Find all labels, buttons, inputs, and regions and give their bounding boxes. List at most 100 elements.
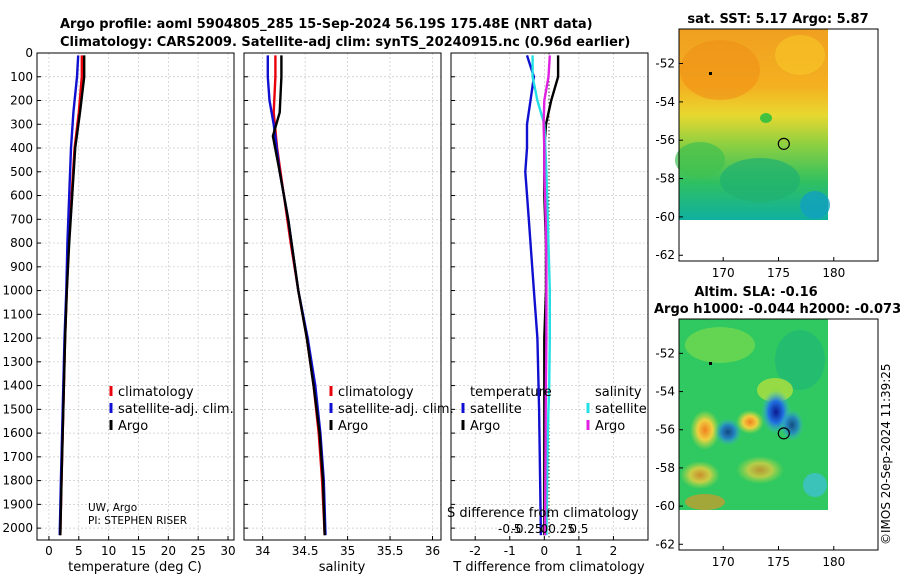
argo-float-marker xyxy=(777,427,790,440)
map-y-tick-label: -52 xyxy=(655,57,675,71)
sla-positive-anomaly xyxy=(680,461,720,489)
map-y-tick-label: -60 xyxy=(655,210,675,224)
series-line-argo xyxy=(59,55,86,536)
sst-map-panel: sat. SST: 5.17 Argo: 5.87 170 175 180 -52 -5… xyxy=(655,12,879,280)
y-tick-label: 600 xyxy=(10,189,33,203)
temperature-ticks: 0100200300400500600700800900100011001200… xyxy=(2,46,235,558)
sst-map-title: sat. SST: 5.17 Argo: 5.87 xyxy=(687,12,868,27)
x-tick-label: -1 xyxy=(504,544,516,558)
x2-tick-label: 0 xyxy=(540,522,548,536)
y-tick-label: 0 xyxy=(25,46,33,60)
map-y-tick-label: -56 xyxy=(655,423,675,437)
x-tick-label: 10 xyxy=(101,544,116,558)
map-y-tick-label: -58 xyxy=(655,461,675,475)
difference-panel: -2 -1 0 1 2 T difference from climatology S … xyxy=(447,52,649,575)
y-tick-label: 300 xyxy=(10,117,33,131)
sst-cool-patch xyxy=(760,113,772,123)
legend-climatology: climatology xyxy=(118,385,194,400)
legend-header-temperature: temperature xyxy=(470,385,552,400)
sst-cool-patch xyxy=(720,158,800,202)
y-tick-label: 1700 xyxy=(2,450,33,464)
x-tick-label: 34 xyxy=(255,544,270,558)
y-tick-label: 400 xyxy=(10,141,33,155)
map-y-tick-label: -52 xyxy=(655,346,675,360)
argo-float-marker xyxy=(777,137,790,150)
x-tick-label: 35 xyxy=(340,544,355,558)
sla-map-panel: Altim. SLA: -0.16 Argo h1000: -0.044 h20… xyxy=(654,285,900,569)
x-tick-label: 0 xyxy=(45,544,53,558)
temperature-legend: climatology satellite-adj. clim. Argo xyxy=(109,385,234,434)
legend-s-satellite: satellite xyxy=(595,402,647,417)
x-tick-label: 0 xyxy=(540,544,548,558)
x2-tick-label: -0.5 xyxy=(498,522,521,536)
sla-negative-anomaly xyxy=(780,409,804,441)
y-tick-label: 1100 xyxy=(2,307,33,321)
difference-axes xyxy=(450,52,649,541)
legend-satellite: satellite-adj. clim. xyxy=(338,402,454,417)
map-x-tick-label: 180 xyxy=(822,266,845,280)
sla-positive-anomaly xyxy=(736,456,784,484)
credits-line-1: UW, Argo xyxy=(88,502,137,514)
y-tick-label: 200 xyxy=(10,94,33,108)
y-tick-label: 1800 xyxy=(2,474,33,488)
x-tick-label: 30 xyxy=(220,544,235,558)
y-tick-label: 1500 xyxy=(2,402,33,416)
sla-positive-anomaly xyxy=(690,410,720,450)
sla-map-ticks: 170 175 180 -52 -54 -56 -58 -60 -62 xyxy=(655,346,845,569)
salinity-ticks: 34 34.5 35 35.5 36 xyxy=(244,52,440,558)
x-tick-label: -2 xyxy=(469,544,481,558)
difference-legend: temperature salinity satellite Argo sate… xyxy=(461,385,647,434)
temperature-lines xyxy=(58,55,86,536)
x-tick-label: 5 xyxy=(75,544,83,558)
temperature-panel: 0100200300400500600700800900100011001200… xyxy=(2,46,235,575)
legend-t-satellite: satellite xyxy=(470,402,522,417)
x2-tick-label: -0.25 xyxy=(512,522,543,536)
series-line-argo xyxy=(271,55,326,536)
title-line-2: Climatology: CARS2009. Satellite-adj cli… xyxy=(60,35,630,50)
series-line-s-argo xyxy=(542,55,551,536)
sla-map-title-1: Altim. SLA: -0.16 xyxy=(694,285,817,300)
y-tick-label: 900 xyxy=(10,260,33,274)
s-difference-xlabel: S difference from climatology xyxy=(447,506,639,521)
legend-climatology: climatology xyxy=(338,385,414,400)
sla-patch xyxy=(685,327,755,363)
x-tick-label: 36 xyxy=(425,544,440,558)
y-tick-label: 1300 xyxy=(2,355,33,369)
legend-satellite: satellite-adj. clim. xyxy=(118,402,234,417)
x-tick-label: 1 xyxy=(575,544,583,558)
salinity-xlabel: salinity xyxy=(319,560,366,575)
sst-cold-patch xyxy=(800,191,830,219)
y-tick-label: 100 xyxy=(10,70,33,84)
map-y-tick-label: -54 xyxy=(655,95,675,109)
difference-lines xyxy=(524,55,560,536)
salinity-grid xyxy=(244,52,441,540)
y-tick-label: 700 xyxy=(10,212,33,226)
map-y-tick-label: -62 xyxy=(655,248,675,262)
y-tick-label: 1400 xyxy=(2,379,33,393)
timestamp: ©IMOS 20-Sep-2024 11:39:25 xyxy=(879,363,893,545)
sla-positive-anomaly xyxy=(685,494,725,510)
difference-ticks: -2 -1 0 1 2 xyxy=(451,52,618,558)
sla-no-data xyxy=(679,510,828,550)
sst-warm-patch xyxy=(680,40,760,100)
map-x-tick-label: 175 xyxy=(767,266,790,280)
sst-map-ticks: 170 175 180 -52 -54 -56 -58 -60 -62 xyxy=(655,57,845,280)
map-y-tick-label: -58 xyxy=(655,172,675,186)
legend-header-salinity: salinity xyxy=(595,385,642,400)
credits-line-2: PI: STEPHEN RISER xyxy=(88,515,187,527)
land-speck xyxy=(709,72,712,75)
sla-negative-anomaly xyxy=(714,418,742,446)
y-tick-label: 500 xyxy=(10,165,33,179)
land-speck xyxy=(709,362,712,365)
map-y-tick-label: -60 xyxy=(655,499,675,513)
map-y-tick-label: -56 xyxy=(655,133,675,147)
y-tick-label: 2000 xyxy=(2,521,33,535)
y-tick-label: 1900 xyxy=(2,497,33,511)
x-tick-label: 2 xyxy=(610,544,618,558)
x2-tick-label: 0.5 xyxy=(569,522,588,536)
map-y-tick-label: -54 xyxy=(655,385,675,399)
series-line-s-satellite xyxy=(531,55,551,536)
map-y-tick-label: -62 xyxy=(655,537,675,551)
salinity-panel: 34 34.5 35 35.5 36 salinity climatology sate… xyxy=(243,52,454,575)
y-tick-label: 1000 xyxy=(2,284,33,298)
